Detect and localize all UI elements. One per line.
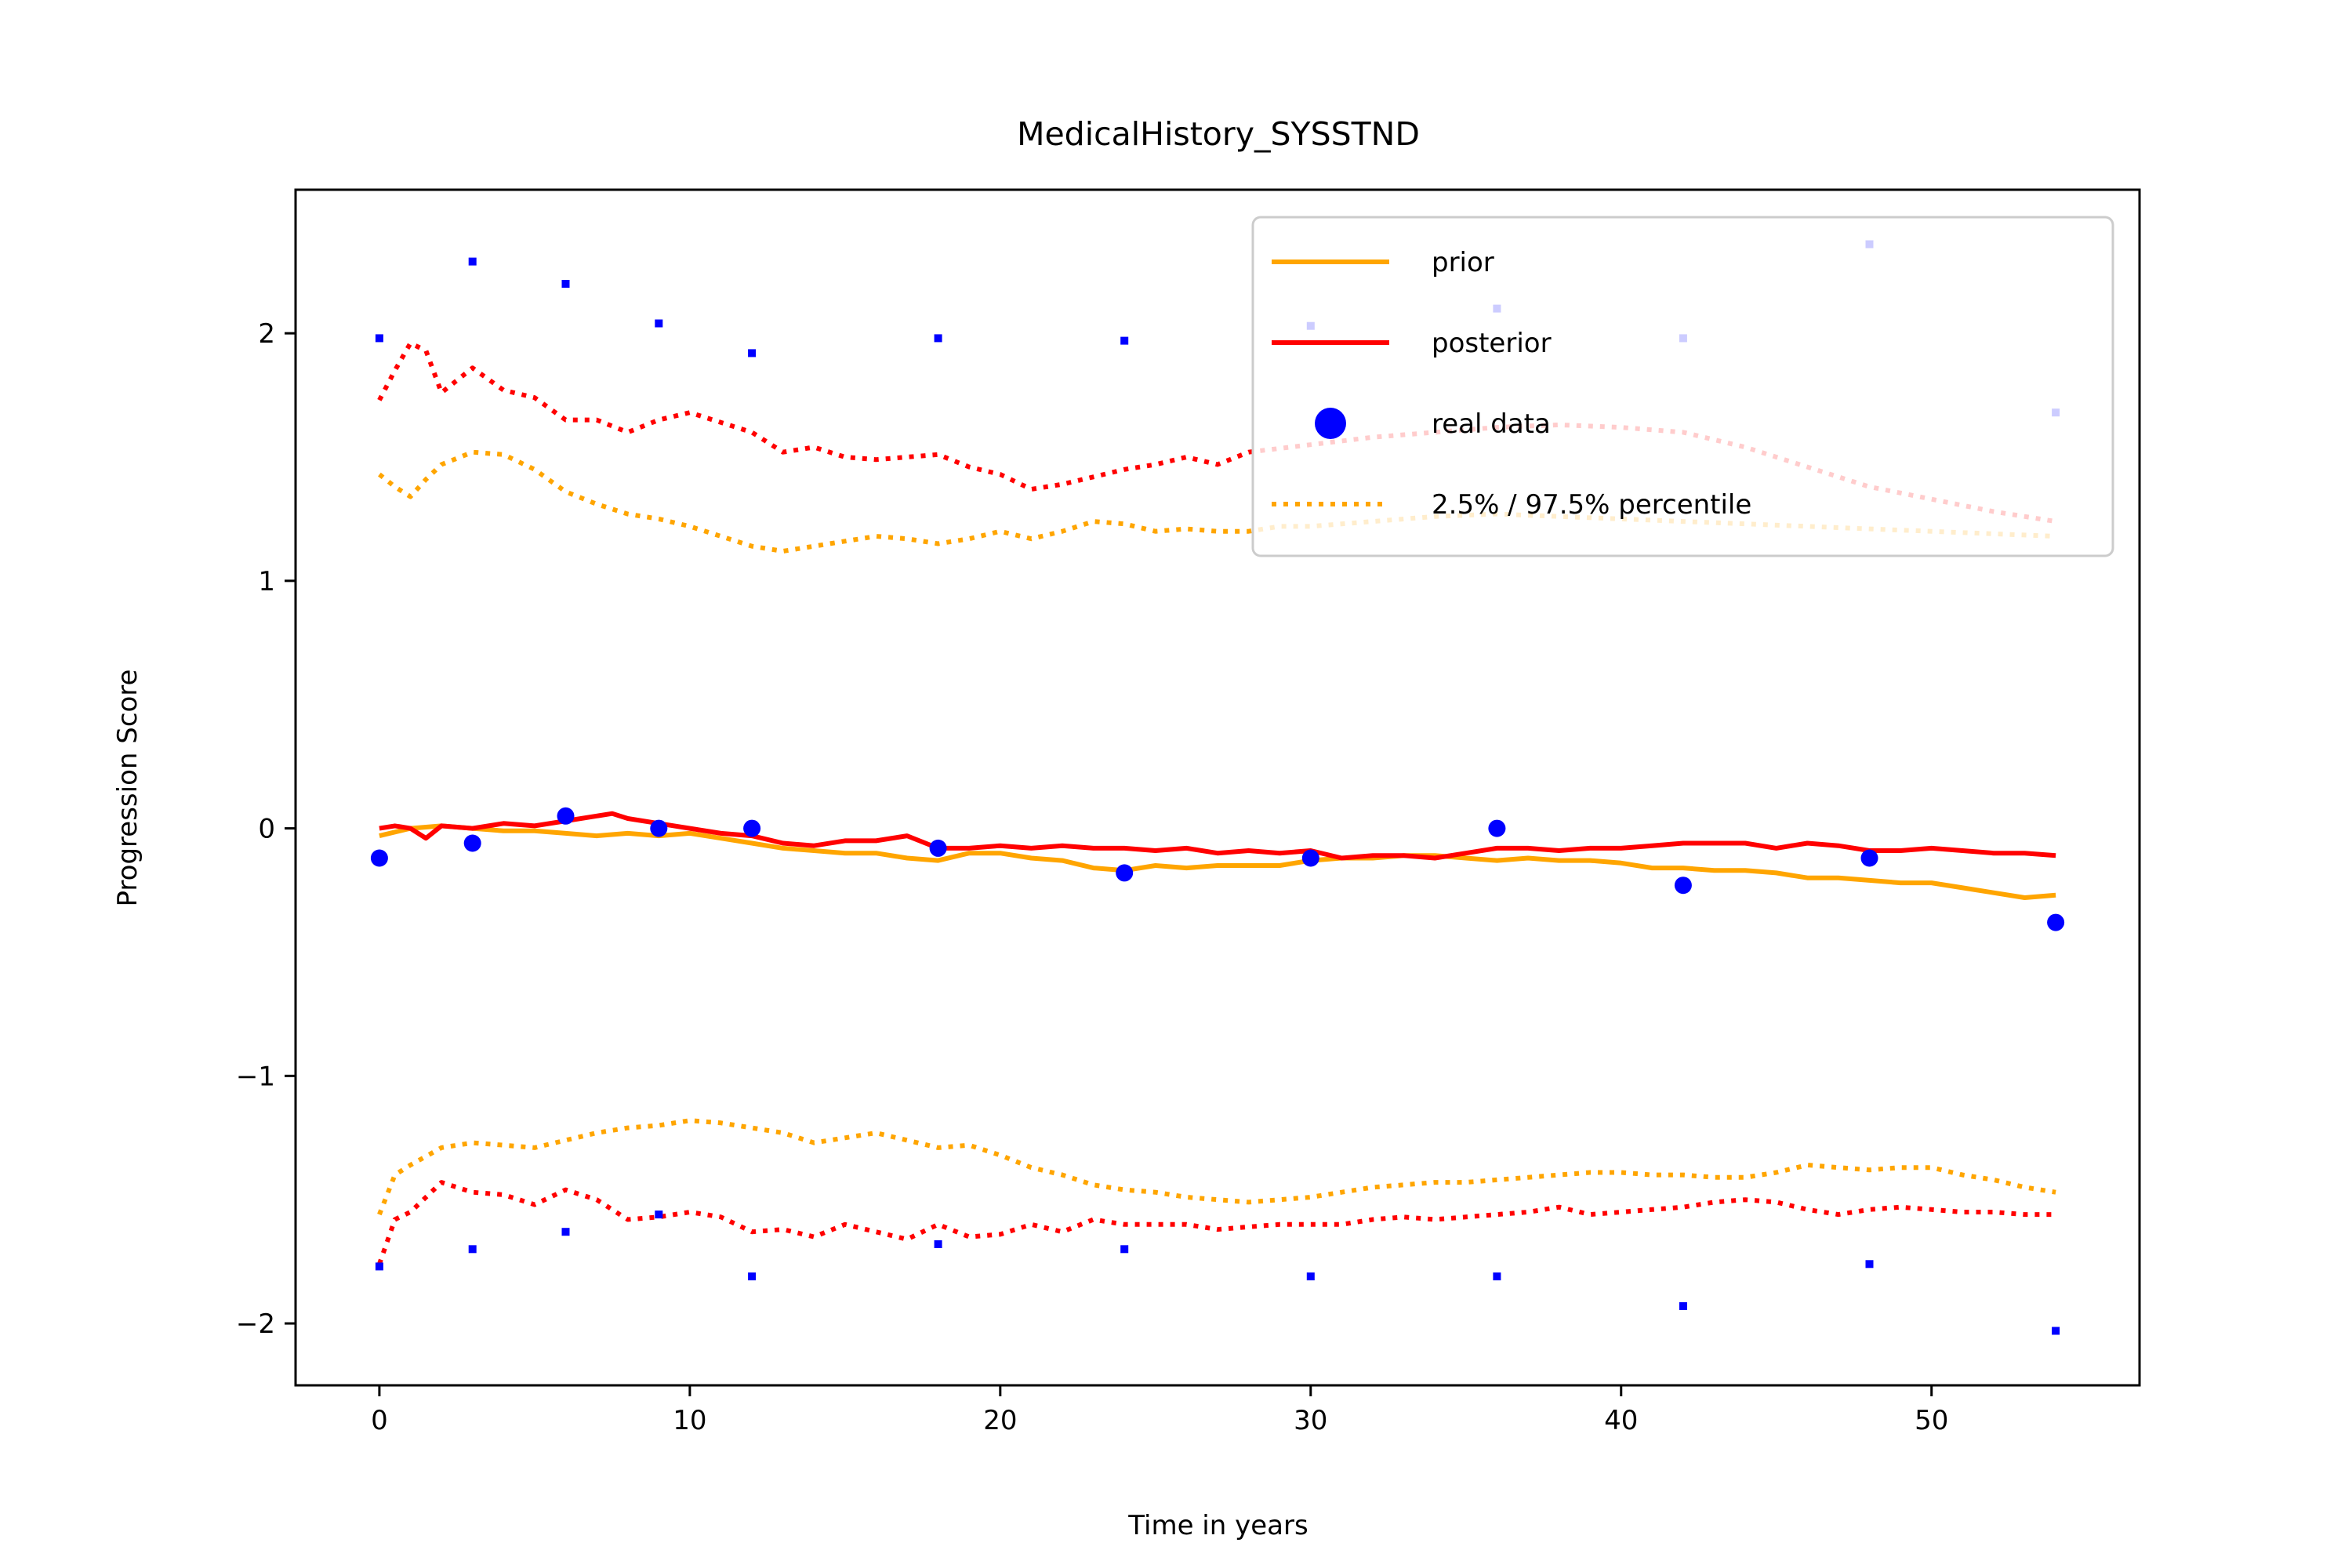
real-data-lower-point	[1679, 1302, 1687, 1310]
y-tick-label: −2	[236, 1308, 275, 1340]
real-data-upper-point	[748, 349, 757, 358]
x-tick-label: 20	[983, 1405, 1017, 1436]
x-axis: 0 10 20 30 40 50	[371, 1385, 1948, 1436]
x-tick-label: 30	[1294, 1405, 1327, 1436]
x-axis-label: Time in years	[1127, 1510, 1308, 1541]
real-data-lower-point	[1865, 1260, 1874, 1269]
y-tick-label: 0	[258, 814, 275, 845]
real-data-lower-point	[561, 1228, 570, 1236]
axes-frame	[294, 188, 2141, 1387]
real-data-lower-point	[1493, 1272, 1501, 1281]
real-data-lower-point	[468, 1245, 477, 1254]
chart-title: MedicalHistory_SYSSTND	[1017, 115, 1420, 153]
real-data-upper-point	[468, 257, 477, 266]
x-tick-label: 40	[1604, 1405, 1638, 1436]
real-data-lower-point	[934, 1240, 942, 1248]
real-data-point	[650, 819, 668, 837]
real-data-upper-point	[655, 319, 663, 328]
y-axis: −2 −1 0 1 2	[236, 318, 296, 1340]
real-data-point	[1488, 819, 1506, 837]
x-tick-label: 10	[673, 1405, 706, 1436]
real-data-point	[929, 839, 947, 857]
x-tick-label: 50	[1915, 1405, 1948, 1436]
legend-box	[1251, 216, 2114, 557]
real-data-lower-point	[2052, 1327, 2060, 1335]
series-posterior-line	[379, 811, 2056, 861]
legend-real-data-swatch	[1315, 408, 1346, 439]
y-tick-label: 1	[258, 566, 275, 597]
y-axis-label: Progression Score	[112, 670, 143, 907]
real-data-point	[1674, 877, 1692, 895]
real-data-point	[370, 849, 388, 867]
legend: prior posterior real data 2.5% / 97.5% p…	[1251, 216, 2114, 557]
x-tick-label: 0	[371, 1405, 388, 1436]
legend-prior-label: prior	[1432, 247, 1494, 278]
real-data-upper-point	[561, 280, 570, 288]
series-prior-lower-line	[377, 1118, 2056, 1216]
real-data-point	[1860, 849, 1878, 867]
real-data-point	[557, 807, 575, 825]
real-data-point	[463, 834, 481, 852]
legend-posterior-label: posterior	[1432, 328, 1552, 359]
real-data-point	[1301, 849, 1319, 867]
real-data-lower-point	[748, 1272, 757, 1281]
real-data-lower-point	[375, 1262, 383, 1271]
real-data-upper-point	[934, 334, 942, 343]
legend-percentile-label: 2.5% / 97.5% percentile	[1432, 489, 1751, 521]
legend-real-data-label: real data	[1432, 408, 1551, 440]
real-data-point	[743, 819, 761, 837]
real-data-upper-point	[1120, 336, 1129, 345]
real-data-lower-point	[655, 1210, 663, 1219]
real-data-point	[2047, 913, 2065, 931]
real-data-lower-point	[1306, 1272, 1315, 1281]
real-data-lower-point	[1120, 1245, 1129, 1254]
y-tick-label: 2	[258, 318, 275, 350]
real-data-upper-point	[375, 334, 383, 343]
y-tick-label: −1	[236, 1061, 275, 1092]
real-data-point	[1116, 864, 1134, 882]
